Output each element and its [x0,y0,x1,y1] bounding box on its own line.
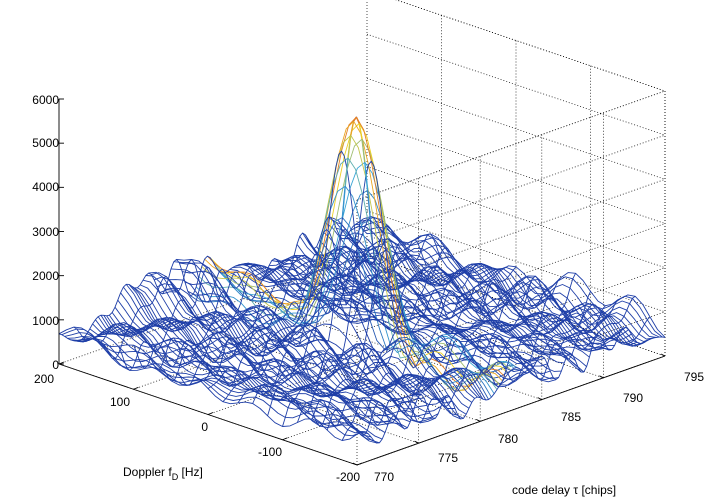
doppler-tick [356,462,363,466]
peak-ridge-segment [353,116,357,122]
doppler-axis-label-unit: [Hz] [178,465,203,479]
peak-ridge-segment [341,186,346,218]
z-tick-label: 1000 [32,314,59,328]
code-delay-axis-label: code delay τ [chips] [512,483,616,497]
doppler-axis-label: Doppler fD [Hz] [123,465,203,482]
grid-line [207,305,517,415]
z-tick-label: 0 [52,358,59,372]
doppler-tick-label: 200 [34,372,54,386]
doppler-axis-label-subscript: D [172,472,179,482]
mesh-line-doppler [356,326,666,444]
code-delay-tick-label: 775 [438,451,458,465]
code-delay-axis-line [356,355,666,466]
code-delay-tick [352,462,358,466]
code-delay-tick [414,440,419,444]
peak-ridge-segment [366,190,372,221]
peak-ridge-segment [355,116,360,124]
doppler-tick-label: -100 [258,445,282,459]
z-tick-label: 4000 [32,180,59,194]
peak-ridge-segment [347,135,352,158]
grid-line [356,311,666,422]
mesh-line-doppler [73,216,383,341]
doppler-tick-label: 0 [201,420,208,434]
doppler-tick [58,361,65,365]
doppler-axis-label-main: Doppler f [123,465,172,479]
mesh-line-doppler [282,291,591,427]
mesh-line-doppler [237,249,547,404]
doppler-tick-label: -200 [336,470,360,484]
code-delay-tick-label: 795 [684,370,704,384]
code-delay-tick-label: 785 [561,410,581,424]
peak-ridge-segment [350,121,355,136]
z-tick-labels: 0 1000 2000 3000 4000 5000 6000 [32,93,59,372]
code-delay-tick [537,397,543,401]
mesh-line-doppler [267,273,577,416]
mesh-line-doppler [133,233,442,369]
mesh-line-doppler [118,238,428,371]
code-delay-tick-label: 770 [374,470,394,484]
peak-ridge-segment [358,123,363,140]
mesh-line-doppler [103,240,413,360]
doppler-tick [133,386,139,390]
grid-line [356,90,666,201]
mesh-line-doppler [341,316,651,441]
z-tick-label: 6000 [32,93,59,107]
doppler-tick-labels: 200 100 0 -100 -200 [34,372,360,484]
mesh-line-doppler [58,216,368,342]
surface-mesh [58,116,666,444]
mesh-line-doppler [296,305,606,427]
doppler-tick-label: 100 [110,395,130,409]
peak-ridge-segment [364,162,369,191]
z-tick-label: 3000 [32,225,59,239]
grid-line [58,254,368,365]
code-delay-tick-labels: 770 775 780 785 790 795 [374,370,704,484]
mesh-line-doppler [222,160,532,403]
mesh-line-doppler [88,225,398,343]
grid-line [356,179,666,289]
z-tick-label: 5000 [32,136,59,150]
code-delay-tick [599,375,604,379]
axes-layer [58,98,666,466]
mesh-line-doppler [177,229,487,386]
grid-line [356,134,666,245]
code-delay-tick-label: 780 [498,432,518,446]
grid-line [366,33,666,136]
peak-ridge-segment [361,139,366,163]
doppler-tick [207,412,214,415]
peak-ridge-segment [344,157,349,187]
grid-line [356,90,666,201]
grid-line [282,330,591,441]
mesh-line-doppler [162,268,472,382]
z-tick-label: 2000 [32,269,59,283]
code-delay-tick [475,418,481,422]
grid-line [133,279,442,390]
doppler-tick [282,437,288,441]
code-delay-tick [660,353,666,357]
code-delay-tick-label: 790 [623,391,643,405]
mesh-line-doppler [311,298,621,427]
